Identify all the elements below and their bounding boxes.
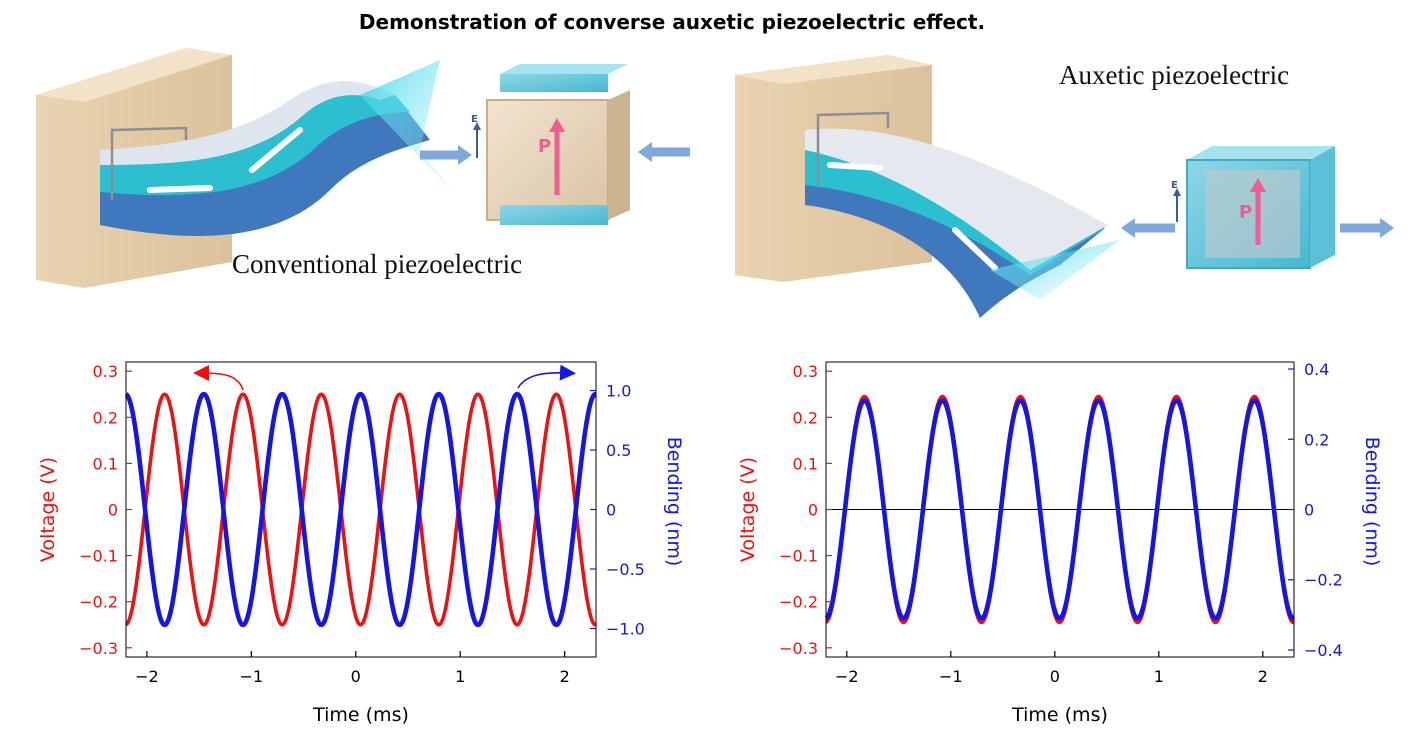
- bending-series-line: [824, 398, 1296, 621]
- field-label: E: [471, 114, 478, 125]
- left-tick-label: 0.2: [793, 408, 818, 427]
- left-tick-label: 0.3: [793, 362, 818, 381]
- x-tick-label: −1: [939, 667, 963, 686]
- x-tick-label: −1: [240, 667, 264, 686]
- right-tick-label: 0.5: [606, 441, 631, 460]
- bending-axis-arrow: [517, 364, 576, 389]
- chart-auxetic: −0.3 −0.2 −0.1 0 0.1 0.2 0.3 −0.4 −0.2 0 0.2 0.4 −2 −…: [737, 360, 1383, 726]
- auxetic-caption: Auxetic piezoelectric: [1059, 60, 1289, 90]
- left-tick-label: −0.3: [79, 639, 118, 658]
- right-tick-label: 0.4: [1304, 360, 1329, 379]
- voltage-axis-arrow: [193, 365, 244, 391]
- x-tick-label: 1: [1154, 667, 1164, 686]
- x-tick-label: −2: [135, 667, 159, 686]
- conventional-caption: Conventional piezoelectric: [232, 249, 522, 279]
- electrode-wire: [110, 126, 188, 200]
- conventional-illustration: Conventional piezoelectric P E: [36, 48, 690, 288]
- left-tick-label: 0: [108, 501, 118, 520]
- left-tick-label: −0.2: [779, 593, 818, 612]
- bending-glow-auxetic: [990, 240, 1120, 300]
- left-tick-label: 0: [808, 501, 818, 520]
- right-tick-label: 0.2: [1304, 430, 1329, 449]
- auxetic-illustration: Auxetic piezoelectric P E: [735, 55, 1394, 318]
- left-tick-label: 0.1: [793, 454, 818, 473]
- right-tick-label: 1.0: [606, 382, 631, 401]
- x-tick-label: 1: [455, 667, 465, 686]
- x-tick-label: 0: [1050, 667, 1060, 686]
- conventional-cube: P E: [471, 64, 630, 225]
- left-axis-label: Voltage (V): [37, 457, 59, 562]
- right-axis-label: Bending (nm): [663, 437, 685, 567]
- bending-series-line: [124, 391, 598, 628]
- x-tick-label: 0: [351, 667, 361, 686]
- voltage-series-line: [824, 394, 1296, 625]
- right-axis-label: Bending (nm): [1361, 437, 1383, 567]
- x-tick-label: −2: [835, 667, 859, 686]
- right-tick-label: −0.4: [1304, 641, 1343, 660]
- polarization-label: P: [538, 136, 551, 157]
- voltage-series-line: [124, 392, 598, 627]
- right-tick-label: 0: [1304, 501, 1314, 520]
- chart-conventional: −0.3 −0.2 −0.1 0 0.1 0.2 0.3 −1.0 −0.5 0 0.5 1.0 −2 −…: [37, 361, 685, 726]
- polarization-label-auxetic: P: [1239, 202, 1252, 223]
- left-tick-label: −0.3: [779, 639, 818, 658]
- x-axis-label: Time (ms): [312, 704, 409, 726]
- bending-glow: [360, 60, 460, 200]
- left-tick-label: 0.1: [93, 454, 118, 473]
- left-tick-label: −0.1: [779, 547, 818, 566]
- right-tick-label: −0.2: [1304, 571, 1343, 590]
- figure-title: Demonstration of converse auxetic piezoe…: [359, 10, 985, 34]
- left-axis-label: Voltage (V): [737, 457, 759, 562]
- left-tick-label: −0.2: [79, 593, 118, 612]
- field-label-auxetic: E: [1171, 180, 1178, 191]
- right-tick-label: −1.0: [606, 619, 645, 638]
- left-tick-label: 0.2: [93, 408, 118, 427]
- auxetic-cube: P E: [1171, 146, 1335, 269]
- right-tick-label: −0.5: [606, 560, 645, 579]
- x-axis-label: Time (ms): [1011, 704, 1108, 726]
- x-tick-label: 2: [560, 667, 570, 686]
- x-tick-label: 2: [1258, 667, 1268, 686]
- right-tick-label: 0: [606, 501, 616, 520]
- beam-top-layer: [100, 81, 395, 165]
- left-tick-label: −0.1: [79, 547, 118, 566]
- left-tick-label: 0.3: [93, 362, 118, 381]
- electrode-wire-auxetic: [816, 111, 890, 185]
- beam-top-layer-auxetic: [805, 128, 1108, 270]
